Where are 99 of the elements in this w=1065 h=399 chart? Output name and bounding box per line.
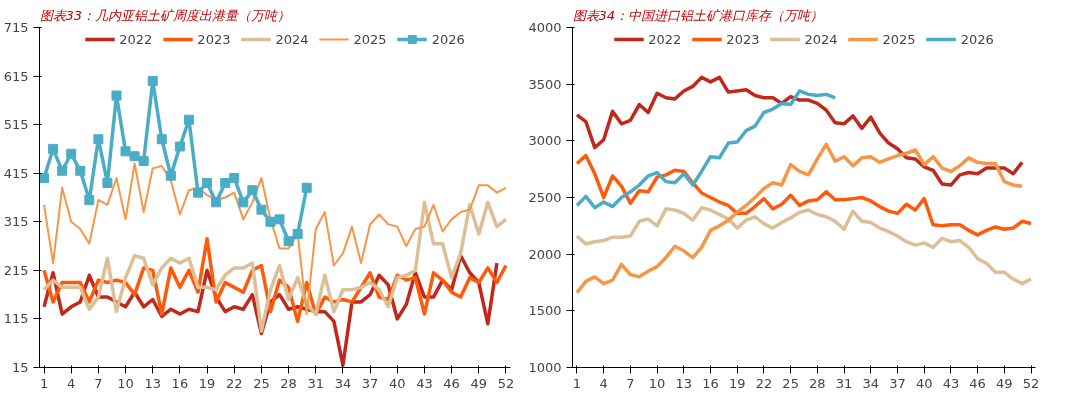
line-series [575, 75, 1024, 187]
legend-label: 2023 [726, 31, 760, 47]
x-tick-label: 16 [171, 375, 189, 391]
y-tick-label: 1000 [528, 360, 562, 375]
point [165, 170, 176, 181]
point [211, 197, 222, 208]
y-tick-label: 1500 [528, 303, 562, 319]
x-tick-label: 1 [572, 375, 582, 391]
y-tick-label: 515 [3, 117, 29, 133]
x-tick-label: 43 [942, 375, 960, 391]
x-tick-label: 49 [996, 375, 1013, 391]
x-tick-label: 52 [1022, 375, 1040, 391]
y-tick-label: 3000 [528, 133, 562, 149]
point [57, 165, 68, 176]
legend-label: 2026 [960, 31, 994, 47]
point [283, 236, 294, 247]
legend-label: 2024 [804, 31, 838, 47]
x-tick-label: 52 [497, 375, 515, 391]
point [265, 216, 276, 227]
x-tick-label: 46 [443, 375, 460, 391]
point [183, 114, 194, 125]
y-tick-label: 615 [3, 68, 29, 84]
x-tick-label: 40 [389, 375, 406, 391]
x-tick-label: 46 [969, 375, 986, 391]
line-series [575, 89, 837, 210]
x-tick-label: 13 [144, 375, 161, 391]
x-tick-label: 4 [599, 375, 608, 391]
y-tick-label: 215 [3, 262, 29, 278]
x-tick-label: 37 [889, 375, 906, 391]
x-tick-label: 34 [862, 375, 880, 391]
x-tick-label: 43 [416, 375, 433, 391]
point [120, 146, 131, 157]
point [247, 185, 258, 196]
y-tick-label: 315 [3, 214, 29, 230]
x-tick-label: 22 [755, 375, 773, 391]
point [193, 187, 204, 198]
point [292, 228, 303, 239]
legend-label: 2022 [119, 31, 153, 47]
point [220, 177, 231, 188]
point [274, 214, 285, 225]
x-tick-label: 19 [198, 375, 216, 391]
point [48, 143, 59, 154]
x-tick-label: 34 [334, 375, 352, 391]
line-series [575, 205, 1033, 286]
x-tick-label: 19 [728, 375, 746, 391]
y-tick-label: 415 [3, 165, 29, 181]
x-tick-label: 13 [675, 375, 693, 391]
y-tick-label: 3500 [528, 76, 562, 92]
x-tick-label: 22 [225, 375, 243, 391]
x-tick-label: 25 [253, 375, 270, 391]
x-tick-label: 31 [307, 375, 325, 391]
legend-label: 2025 [353, 31, 387, 47]
legend-label: 2025 [882, 31, 916, 47]
y-tick-label: 115 [3, 311, 29, 327]
point [111, 90, 122, 101]
x-tick-label: 49 [470, 375, 488, 391]
x-tick-label: 7 [626, 375, 635, 391]
y-tick-label: 2500 [528, 190, 562, 205]
point [129, 151, 140, 162]
legend-label: 2023 [197, 31, 231, 47]
point [256, 204, 267, 215]
point [147, 75, 158, 86]
x-tick-label: 25 [782, 375, 799, 391]
x-tick-label: 10 [648, 375, 666, 391]
point [202, 177, 213, 188]
chart-title: 图表33：几内亚铝土矿周度出港量（万吨） [39, 7, 291, 23]
legend-label: 2022 [648, 31, 682, 47]
x-tick-label: 7 [94, 375, 103, 391]
x-tick-label: 28 [809, 375, 826, 391]
point [39, 173, 50, 184]
legend-label: 2026 [431, 31, 465, 47]
x-tick-label: 31 [835, 375, 853, 391]
x-tick-label: 40 [915, 375, 933, 391]
y-tick-label: 4000 [528, 20, 562, 35]
point [301, 182, 312, 193]
point [138, 156, 149, 167]
x-tick-label: 37 [361, 375, 379, 391]
y-tick-label: 15 [11, 360, 29, 375]
point [93, 134, 104, 145]
line-series [575, 153, 1033, 237]
point [75, 165, 86, 176]
point [156, 134, 167, 145]
point [66, 148, 77, 159]
legend-label: 2024 [275, 31, 309, 47]
point [84, 194, 95, 205]
point [229, 173, 240, 184]
y-tick-label: 715 [3, 20, 29, 35]
x-tick-label: 10 [117, 375, 134, 391]
line-series [575, 142, 1024, 295]
chart-title: 图表34：中国进口铝土矿港口库存（万吨） [572, 7, 824, 23]
line-series [42, 200, 508, 333]
x-tick-label: 4 [67, 375, 76, 391]
y-tick-label: 2000 [528, 246, 562, 262]
point [174, 141, 185, 152]
point [238, 197, 249, 208]
x-tick-label: 28 [280, 375, 297, 391]
x-tick-label: 1 [39, 375, 49, 391]
x-tick-label: 16 [702, 375, 719, 391]
point [102, 177, 113, 188]
